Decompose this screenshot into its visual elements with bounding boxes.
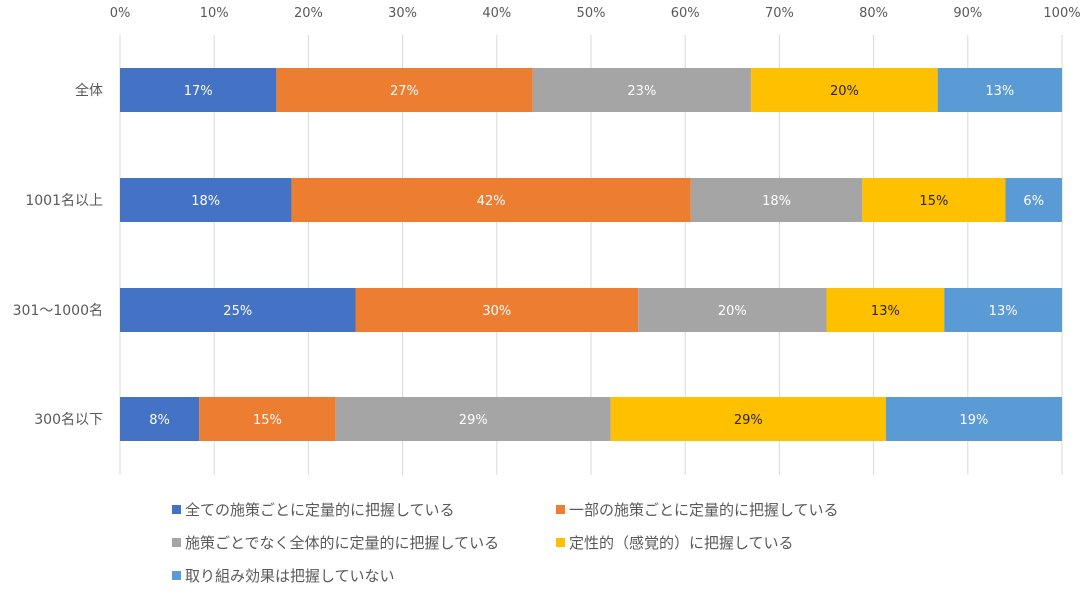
- legend-label: 全ての施策ごとに定量的に把握している: [185, 501, 455, 519]
- x-tick-label: 70%: [765, 6, 794, 21]
- category-label: 全体: [75, 82, 103, 99]
- x-tick-label: 30%: [388, 6, 417, 21]
- bar-segment: [751, 68, 938, 112]
- legend-swatch: [556, 538, 565, 547]
- bar-segment: [532, 68, 752, 112]
- bar-segment: [199, 397, 336, 441]
- x-tick-label: 80%: [859, 6, 888, 21]
- legend-label: 定性的（感覚的）に把握している: [569, 534, 794, 552]
- data-label: 18%: [762, 194, 791, 209]
- data-label: 13%: [871, 304, 900, 319]
- legend-label: 取り組み効果は把握していない: [185, 567, 395, 585]
- bar-segment: [120, 288, 356, 332]
- data-label: 19%: [959, 413, 988, 428]
- x-tick-label: 100%: [1043, 6, 1080, 21]
- x-tick-label: 40%: [482, 6, 511, 21]
- bar-segment: [291, 178, 691, 222]
- bar-segment: [937, 68, 1062, 112]
- bar-segment: [610, 397, 886, 441]
- data-label: 18%: [191, 194, 220, 209]
- x-tick-label: 20%: [294, 6, 323, 21]
- legend-swatch: [172, 571, 181, 580]
- bar-segment: [1005, 178, 1062, 222]
- legend-label: 施策ごとでなく全体的に定量的に把握している: [185, 534, 499, 552]
- bar-segment: [120, 397, 200, 441]
- data-label: 27%: [390, 84, 419, 99]
- bar-segment: [862, 178, 1006, 222]
- x-tick-label: 90%: [953, 6, 982, 21]
- data-label: 15%: [253, 413, 282, 428]
- bar-segment: [944, 288, 1062, 332]
- data-label: 25%: [223, 304, 252, 319]
- category-label: 1001名以上: [25, 193, 103, 209]
- x-tick-label: 60%: [671, 6, 700, 21]
- data-label: 20%: [830, 84, 859, 99]
- data-label: 15%: [919, 194, 948, 209]
- data-label: 6%: [1023, 194, 1044, 209]
- data-label: 42%: [477, 194, 506, 209]
- data-label: 13%: [989, 304, 1018, 319]
- legend-swatch: [172, 505, 181, 514]
- data-label: 30%: [482, 304, 511, 319]
- bar-segment: [885, 397, 1062, 441]
- bar-segment: [276, 68, 533, 112]
- data-label: 8%: [149, 413, 170, 428]
- bar-segment: [120, 178, 292, 222]
- data-label: 29%: [459, 413, 488, 428]
- legend-swatch: [172, 538, 181, 547]
- legend-swatch: [556, 505, 565, 514]
- bar-segment: [355, 288, 639, 332]
- data-label: 13%: [985, 84, 1014, 99]
- legend-label: 一部の施策ごとに定量的に把握している: [569, 501, 839, 519]
- bar-segment: [335, 397, 611, 441]
- bar-segment: [120, 68, 277, 112]
- x-tick-label: 50%: [577, 6, 606, 21]
- data-label: 17%: [184, 84, 213, 99]
- category-label: 300名以下: [34, 412, 103, 428]
- x-tick-label: 10%: [200, 6, 229, 21]
- data-label: 23%: [627, 84, 656, 99]
- bar-segment: [690, 178, 863, 222]
- category-label: 301～1000名: [13, 303, 103, 319]
- data-label: 20%: [718, 304, 747, 319]
- bar-segment: [826, 288, 945, 332]
- data-label: 29%: [734, 413, 763, 428]
- bar-segment: [638, 288, 827, 332]
- x-tick-label: 0%: [110, 6, 131, 21]
